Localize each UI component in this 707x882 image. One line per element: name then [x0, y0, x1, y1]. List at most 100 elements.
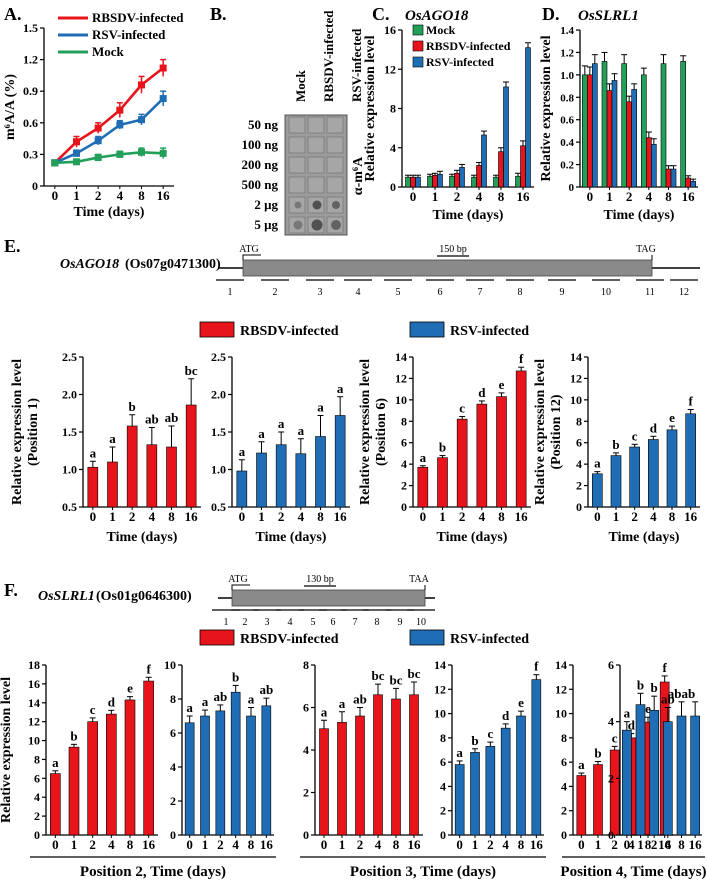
y-tick-label: 0 — [608, 828, 614, 842]
series-line-RSV-infected — [54, 97, 165, 165]
y-tick-label: 1.5 — [62, 425, 77, 439]
y-tick-label: 10 — [395, 393, 407, 407]
bar — [454, 764, 465, 836]
bar — [481, 134, 487, 188]
significance-letter: ab — [259, 682, 273, 697]
bar — [391, 698, 401, 836]
x-tick-label: 8 — [498, 509, 505, 524]
position-label: 11 — [645, 287, 655, 298]
bar — [587, 74, 593, 188]
y-axis-label: Relative expression level — [539, 35, 554, 181]
blot-cell — [307, 136, 325, 154]
position-label: 8 — [375, 617, 380, 628]
y-tick-label: 14 — [570, 350, 582, 364]
bar — [610, 455, 622, 508]
bar — [493, 176, 499, 188]
position-label: 9 — [560, 287, 565, 298]
x-tick-label: 0 — [624, 837, 631, 852]
bar — [124, 699, 136, 836]
position-label: 6 — [438, 287, 443, 298]
x-tick-label: 1 — [432, 189, 439, 204]
bar — [200, 715, 210, 836]
significance-letter: d — [108, 694, 116, 709]
significance-letter: a — [578, 757, 585, 772]
bar — [319, 728, 329, 836]
panel-D-gene: OsSLRL1 — [578, 8, 639, 24]
legend-swatch-blue — [409, 629, 445, 646]
position-label: 12 — [679, 287, 689, 298]
bar — [417, 467, 429, 508]
position-label: 10 — [601, 287, 611, 298]
y-tick-label: 0.6 — [560, 115, 574, 127]
x-tick-label: 16 — [530, 837, 544, 852]
y-tick-label: 2 — [34, 809, 40, 823]
gene-diagram-F.: ATG TAA 130 bp 1 2 3 4 5 6 7 8 9 10 — [212, 574, 435, 628]
y-tick-label: 16 — [384, 23, 396, 37]
x-tick-label: 0 — [587, 189, 594, 204]
blot-cell — [307, 176, 325, 194]
y-tick-label: 2 — [561, 804, 567, 818]
y-tick-label: 0 — [34, 828, 40, 842]
y-tick-label: 6 — [401, 436, 407, 450]
y-tick-label: 12 — [395, 371, 407, 385]
x-tick-label: 8 — [317, 509, 324, 524]
y-axis-sublabel: (Position 12) — [549, 394, 564, 469]
y-tick-label: 0 — [170, 828, 176, 842]
data-point — [138, 116, 145, 124]
x-tick-label: 4 — [375, 837, 382, 852]
significance-letter: a — [109, 431, 116, 446]
blot-membrane — [284, 114, 348, 236]
significance-letter: f — [688, 394, 693, 409]
y-tick-label: 2 — [303, 786, 309, 800]
significance-letter: a — [321, 704, 328, 719]
significance-letter: b — [612, 437, 619, 452]
x-tick-label: 0 — [578, 837, 585, 852]
x-tick-label: 0 — [52, 837, 59, 852]
y-tick-label: 12 — [384, 62, 396, 76]
bar — [215, 710, 226, 836]
y-tick-label: 4 — [440, 779, 446, 793]
x-tick-label: 4 — [646, 189, 653, 204]
x-tick-label: 0 — [90, 509, 97, 524]
y-tick-label: 0.6 — [23, 116, 38, 130]
y-axis-sublabel: (Position 1) — [26, 398, 41, 466]
y-tick-label: 0.9 — [23, 84, 38, 98]
significance-letter: d — [650, 420, 658, 435]
bar — [143, 680, 154, 836]
bar — [275, 444, 287, 508]
x-tick-label: 2 — [89, 837, 96, 852]
y-tick-label: 4 — [608, 715, 614, 729]
bar — [663, 721, 673, 836]
blot-cell — [288, 156, 306, 174]
x-tick-label: 1 — [595, 837, 602, 852]
bar — [516, 715, 526, 836]
x-tick-label: 0 — [239, 509, 246, 524]
y-tick-label: 18 — [28, 658, 40, 672]
bar — [515, 370, 527, 508]
position-label: 4 — [288, 617, 293, 628]
significance-letter: ab — [145, 412, 159, 427]
position-label: 6 — [331, 617, 336, 628]
significance-letter: a — [278, 416, 285, 431]
bar — [651, 144, 657, 188]
blot-row-label: 2 μg — [254, 197, 278, 212]
significance-letter: c — [632, 428, 638, 443]
data-point — [116, 150, 124, 158]
significance-letter: abab — [668, 686, 695, 701]
blot-cell — [288, 116, 306, 134]
significance-letter: a — [420, 450, 427, 465]
bar — [470, 752, 480, 836]
bar — [246, 715, 256, 836]
data-point — [159, 149, 167, 157]
significance-letter: a — [594, 456, 601, 471]
significance-letter: f — [519, 351, 524, 366]
x-tick-label: 16 — [260, 837, 274, 852]
legend-label: RBSDV-infected — [240, 324, 339, 339]
y-tick-label: 0 — [390, 180, 396, 194]
bar — [334, 415, 346, 508]
group-label: Position 4, Time (days) — [560, 864, 706, 880]
significance-letter: d — [502, 708, 510, 723]
